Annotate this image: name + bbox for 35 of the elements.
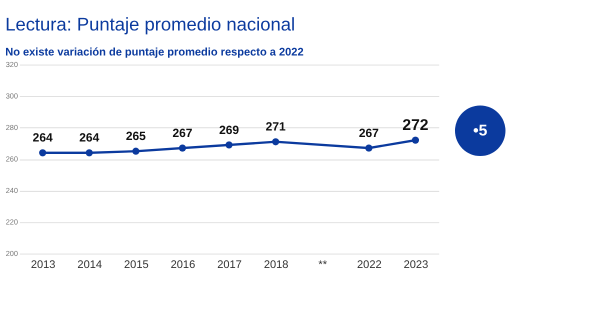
data-label: 272 xyxy=(402,117,429,134)
data-label: 264 xyxy=(32,130,53,145)
data-label: 271 xyxy=(266,120,286,134)
y-tick-label: 200 xyxy=(6,248,18,258)
x-tick-label: 2014 xyxy=(77,258,102,271)
x-tick-label: 2023 xyxy=(404,258,428,271)
point xyxy=(365,144,372,152)
point xyxy=(272,138,280,146)
x-tick-label: 2022 xyxy=(357,258,382,271)
y-tick-label: 320 xyxy=(6,60,18,69)
point xyxy=(132,148,140,155)
y-tick-label: 300 xyxy=(6,91,18,100)
data-label: 265 xyxy=(126,129,146,144)
data-label: 269 xyxy=(219,122,240,137)
x-tick-label: 2015 xyxy=(124,258,149,271)
x-tick-label: 2016 xyxy=(170,258,196,271)
data-label: 264 xyxy=(79,130,100,145)
x-tick-label: 2013 xyxy=(30,258,56,271)
point xyxy=(412,136,420,144)
point xyxy=(225,141,233,148)
x-tick-label: 2018 xyxy=(264,258,288,271)
data-label: 267 xyxy=(358,126,380,140)
x-tick-label: ** xyxy=(318,258,328,271)
data-label: 267 xyxy=(172,126,193,140)
point xyxy=(86,149,93,156)
y-tick-label: 220 xyxy=(6,217,18,226)
text: •5 xyxy=(473,122,488,140)
x-tick-label: 2017 xyxy=(217,258,242,271)
y-tick-label: 280 xyxy=(6,122,18,132)
point xyxy=(178,144,186,152)
y-tick-label: 260 xyxy=(6,154,18,164)
chart-subtitle: No existe variación de puntaje promedio respecto a 2022 xyxy=(5,46,304,58)
chart-title: Lectura: Puntaje promedio nacional xyxy=(5,14,296,35)
point xyxy=(39,149,46,156)
y-tick-label: 240 xyxy=(6,186,18,195)
